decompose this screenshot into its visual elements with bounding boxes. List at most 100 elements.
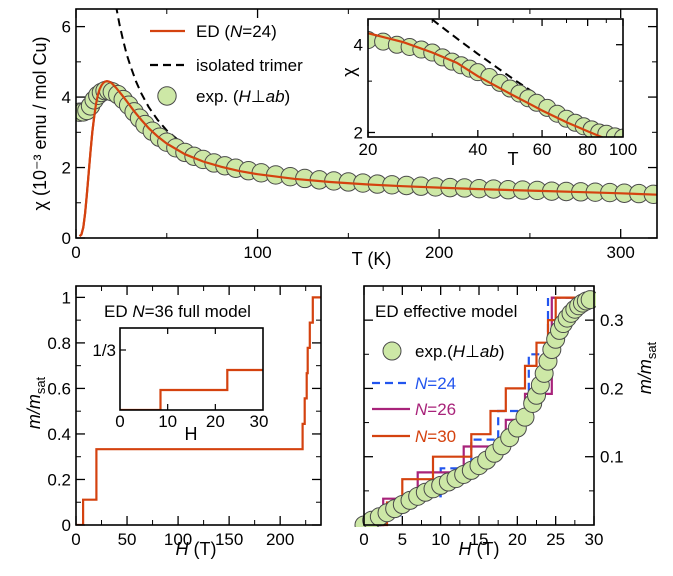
text-part: ED ( <box>196 22 230 41</box>
x-tick-label: 80 <box>578 140 597 159</box>
x-axis-label-unit: (T) <box>189 539 217 559</box>
x-tick-label: 60 <box>533 140 552 159</box>
x-axis-label-unit: (T) <box>472 539 500 559</box>
inset-x-axis-label: T <box>508 149 519 169</box>
legend-label-n26: N=26 <box>415 400 456 419</box>
plot-frame <box>75 8 658 239</box>
y-axis-label-sub: sat <box>33 376 48 394</box>
x-tick-label: 200 <box>266 530 294 549</box>
y-tick-label: 4 <box>354 36 363 55</box>
text-part: =24 <box>427 374 456 393</box>
plot-frame <box>363 285 595 526</box>
susceptibility-chart: 0 100 200 300 0 2 4 6 T (K) χ (10⁻³ emu / mol Cu)… <box>30 8 658 269</box>
plot-area <box>120 368 263 410</box>
y-tick-label: 0.4 <box>47 425 71 444</box>
y-tick-label: 1 <box>62 288 71 307</box>
plot-area <box>76 296 321 525</box>
series-line-ed <box>76 296 321 525</box>
y-tick-label: 1/3 <box>92 341 116 360</box>
x-tick-label: 25 <box>546 530 565 549</box>
text-part: exp. ( <box>196 87 239 106</box>
legend-label-exp: exp. (H⊥ab) <box>196 87 290 106</box>
legend: ED (N=24) isolated trimer exp. (H⊥ab) <box>150 22 303 106</box>
legend-label-ed: ED (N=24) <box>196 22 277 41</box>
y-axis-label-sub: sat <box>644 341 659 359</box>
x-axis-label: H (T) <box>459 539 500 559</box>
y-axis-label-main: m/m <box>635 359 655 394</box>
legend-label-exp: exp.(H⊥ab) <box>415 342 504 361</box>
text-part: ⊥ <box>251 87 266 106</box>
text-part: =24) <box>242 22 277 41</box>
y-tick-label: 0 <box>62 516 71 535</box>
x-tick-label: 200 <box>425 243 453 262</box>
x-tick-label: 5 <box>398 530 407 549</box>
x-tick-label: 15 <box>470 530 489 549</box>
panel-title: ED effective model <box>375 302 517 321</box>
x-tick-label: 100 <box>243 243 271 262</box>
series-line-trimer <box>431 19 617 137</box>
x-axis-label-symbol: H <box>176 539 190 559</box>
x-tick-label: 20 <box>508 530 527 549</box>
x-tick-label: 0 <box>115 412 124 431</box>
text-part: N <box>132 302 145 321</box>
text-part: N <box>230 22 243 41</box>
text-part: ED <box>104 302 132 321</box>
y-tick-label: 2 <box>354 123 363 142</box>
plot-frame <box>119 327 264 411</box>
text-part: H <box>453 342 466 361</box>
x-tick-label: 300 <box>607 243 635 262</box>
legend-marker-exp <box>157 86 177 106</box>
x-tick-label: 0 <box>71 530 80 549</box>
x-tick-label: 40 <box>468 140 487 159</box>
data-point-exp <box>614 128 623 137</box>
y-tick-label: 0.2 <box>600 379 624 398</box>
legend-label-n24: N=24 <box>415 374 456 393</box>
text-part: ab <box>266 87 285 106</box>
y-tick-label: 0.2 <box>47 470 71 489</box>
x-tick-label: 0 <box>359 530 368 549</box>
x-tick-label: 0 <box>71 243 80 262</box>
plot-area <box>76 9 657 237</box>
legend-marker-exp <box>382 341 402 361</box>
y-tick-label: 6 <box>62 18 71 37</box>
magnetization-effective-chart: 0 5 10 15 20 25 30 0.1 0.2 0.3 ED effective model e… <box>354 285 659 559</box>
y-tick-label: 0.3 <box>600 311 624 330</box>
text-part: ab <box>480 342 499 361</box>
series-line-ed <box>120 368 263 410</box>
text-part: =30 <box>427 427 456 446</box>
x-tick-label: 100 <box>609 140 637 159</box>
x-tick-label: 10 <box>158 412 177 431</box>
x-axis-label-symbol: H <box>459 539 473 559</box>
y-tick-label: 0.1 <box>600 448 624 467</box>
text-part: ) <box>499 342 505 361</box>
x-tick-label: 50 <box>118 530 137 549</box>
y-axis-label: m/msat <box>24 376 48 429</box>
panel-title: ED N=36 full model <box>104 302 251 321</box>
text-part: exp.( <box>415 342 453 361</box>
plot-area <box>368 19 623 137</box>
text-part: ⊥ <box>465 342 480 361</box>
data-point-exp <box>580 290 596 310</box>
plot-frame <box>367 18 624 138</box>
magnetization-full-inset-chart: 0 10 20 30 1/3 H <box>92 327 268 444</box>
x-tick-label: 20 <box>359 140 378 159</box>
y-axis-label: χ (10⁻³ emu / mol Cu) <box>30 37 50 211</box>
text-part: N <box>415 427 428 446</box>
legend: exp.(H⊥ab)N=24N=26N=30 <box>372 341 504 446</box>
legend-label-n30: N=30 <box>415 427 456 446</box>
y-tick-label: 4 <box>62 88 71 107</box>
plot-area <box>354 290 596 527</box>
x-tick-label: 100 <box>164 530 192 549</box>
series-line-n30 <box>364 296 594 527</box>
y-tick-label: 0.8 <box>47 334 71 353</box>
x-axis-label: T (K) <box>352 249 392 269</box>
x-tick-label: 10 <box>431 530 450 549</box>
y-axis-label: m/msat <box>635 341 659 394</box>
text-part: ) <box>285 87 291 106</box>
y-axis-label-main: m/m <box>24 394 44 429</box>
series-line-n26 <box>364 296 594 527</box>
inset-y-axis-label: χ <box>339 67 359 77</box>
